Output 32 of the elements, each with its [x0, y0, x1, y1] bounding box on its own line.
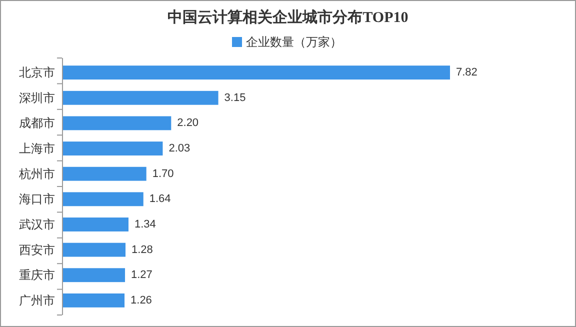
data-label: 1.64 — [149, 193, 171, 206]
bar — [62, 166, 146, 181]
y-tick-label: 深圳市 — [19, 90, 55, 105]
y-tick-label: 成都市 — [19, 116, 55, 130]
bar — [62, 293, 125, 308]
y-tick-label: 海口市 — [19, 192, 55, 206]
data-label: 2.03 — [168, 142, 190, 155]
legend-label: 企业数量（万家） — [246, 35, 342, 49]
y-tick-label: 广州市 — [19, 293, 55, 308]
bar — [62, 142, 163, 156]
bar — [62, 116, 172, 130]
chart-title: 中国云计算相关企业城市分布TOP10 — [168, 8, 408, 26]
y-tick-label: 上海市 — [19, 142, 55, 156]
data-label: 1.70 — [152, 168, 174, 180]
y-tick-label: 西安市 — [19, 242, 55, 257]
y-tick-label: 杭州市 — [18, 166, 55, 181]
y-tick-label: 武汉市 — [19, 217, 55, 232]
data-label: 3.15 — [224, 92, 246, 104]
bar — [62, 268, 126, 282]
data-label: 1.28 — [132, 244, 153, 256]
bar — [62, 242, 126, 257]
bar — [62, 90, 218, 105]
data-label: 1.34 — [134, 218, 156, 230]
bar — [62, 66, 450, 80]
y-tick-label: 重庆市 — [19, 268, 55, 282]
y-tick-label: 北京市 — [19, 66, 55, 80]
bar — [62, 192, 144, 206]
data-label: 7.82 — [456, 66, 478, 79]
bar — [62, 218, 128, 232]
data-label: 1.26 — [130, 294, 152, 306]
data-label: 1.27 — [131, 269, 152, 282]
data-label: 2.20 — [177, 117, 199, 130]
